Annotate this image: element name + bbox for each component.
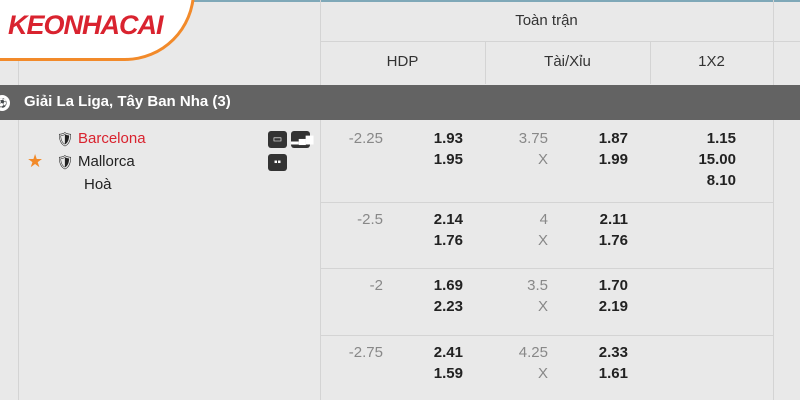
ou-x: X	[537, 365, 548, 382]
divider	[485, 42, 486, 84]
header-group: Toàn trận	[515, 12, 578, 29]
divider	[18, 60, 19, 400]
ou-over-odds[interactable]: 2.11	[599, 211, 628, 228]
divider	[650, 42, 651, 84]
hdp-away-odds[interactable]: 1.76	[433, 232, 463, 249]
ou-line: 3.5	[527, 277, 548, 294]
league-name: Giải La Liga, Tây Ban Nha (3)	[24, 93, 231, 110]
ou-x: X	[537, 151, 548, 168]
divider	[320, 0, 321, 400]
league-bar[interactable]: ⚽ Giải La Liga, Tây Ban Nha (3)	[0, 85, 800, 120]
star-icon[interactable]: ★	[27, 151, 44, 171]
ou-under-odds[interactable]: 1.76	[598, 232, 628, 249]
hdp-home-odds[interactable]: 2.41	[433, 344, 463, 361]
hdp-away-odds[interactable]: 1.59	[433, 365, 463, 382]
1x2-odds[interactable]: 15.00	[698, 151, 736, 168]
ou-under-odds[interactable]: 2.19	[598, 298, 628, 315]
1x2-odds[interactable]: 1.15	[706, 130, 736, 147]
header-1x2: 1X2	[698, 53, 725, 70]
away-team[interactable]: Mallorca	[78, 153, 135, 170]
barcelona-crest-icon: 🛡	[56, 131, 74, 147]
top-border	[190, 0, 800, 2]
hdp-line: -2	[369, 277, 383, 294]
mallorca-crest-icon: 🛡	[56, 154, 74, 170]
draw-label: Hoà	[84, 176, 112, 193]
laliga-icon: ⚽	[0, 95, 10, 111]
row-divider	[320, 202, 773, 203]
lineup-icon[interactable]: ▪▪	[268, 154, 287, 171]
stats-icon[interactable]: ▂▄▆	[291, 131, 313, 148]
ou-over-odds[interactable]: 1.87	[598, 130, 628, 147]
row-divider	[320, 335, 773, 336]
hdp-home-odds[interactable]: 1.93	[433, 130, 463, 147]
ou-under-odds[interactable]: 1.61	[598, 365, 628, 382]
divider	[773, 0, 774, 400]
header-ou: Tài/Xỉu	[544, 53, 591, 70]
ou-line: 3.75	[518, 130, 548, 147]
home-team[interactable]: Barcelona	[78, 130, 146, 147]
header-hdp: HDP	[386, 53, 419, 70]
ou-line: 4.25	[518, 344, 548, 361]
logo[interactable]: KEONHACAI	[8, 10, 164, 40]
divider	[320, 41, 800, 42]
ou-over-odds[interactable]: 1.70	[598, 277, 628, 294]
ou-x: X	[537, 298, 548, 315]
hdp-away-odds[interactable]: 2.23	[433, 298, 463, 315]
ou-under-odds[interactable]: 1.99	[598, 151, 628, 168]
hdp-home-odds[interactable]: 1.69	[433, 277, 463, 294]
ou-x: X	[537, 232, 548, 249]
hdp-away-odds[interactable]: 1.95	[433, 151, 463, 168]
tv-icon[interactable]: ▭	[268, 131, 287, 148]
hdp-line: -2.5	[357, 211, 383, 228]
hdp-line: -2.75	[348, 344, 383, 361]
hdp-home-odds[interactable]: 2.14	[433, 211, 463, 228]
ou-line: 4	[539, 211, 548, 228]
ou-over-odds[interactable]: 2.33	[598, 344, 628, 361]
1x2-odds[interactable]: 8.10	[706, 172, 736, 189]
hdp-line: -2.25	[348, 130, 383, 147]
row-divider	[320, 268, 773, 269]
